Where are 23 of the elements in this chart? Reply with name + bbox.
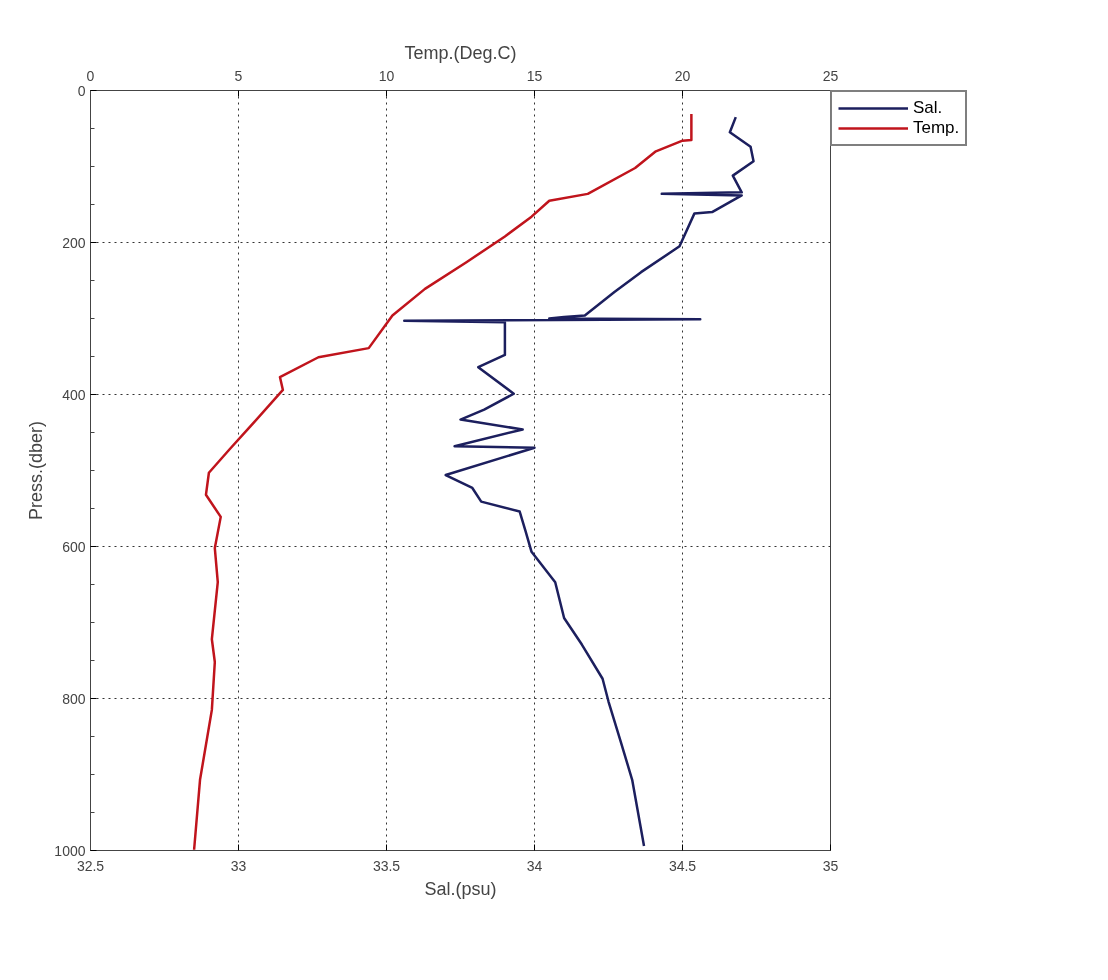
x-tick-label: 34 xyxy=(526,857,543,874)
y-axis-title: Press.(dber) xyxy=(26,420,47,521)
x-tick-label: 32.5 xyxy=(76,857,105,874)
y-tick-label: 800 xyxy=(62,690,86,707)
x-axis-title: Sal.(psu) xyxy=(424,878,497,899)
y-tick-label: 1000 xyxy=(54,842,86,859)
x2-tick-label: 5 xyxy=(234,67,243,84)
y-tick-label: 0 xyxy=(77,82,86,99)
x-tick-label: 33 xyxy=(230,857,247,874)
line-series xyxy=(403,115,755,848)
x2-tick-label: 15 xyxy=(526,67,543,84)
x-tick-label: 34.5 xyxy=(668,857,697,874)
x-tick-label: 33.5 xyxy=(372,857,401,874)
x2-tick-label: 10 xyxy=(378,67,395,84)
y-tick-label: 400 xyxy=(62,386,86,403)
y-tick-label: 600 xyxy=(62,538,86,555)
x-tick-label: 35 xyxy=(822,857,839,874)
x2-tick-label: 20 xyxy=(674,67,691,84)
legend-label: Sal. xyxy=(913,98,943,118)
legend-label: Temp. xyxy=(913,118,960,138)
x2-axis-title: Temp.(Deg.C) xyxy=(404,42,517,63)
y-tick-label: 200 xyxy=(62,234,86,251)
x2-tick-label: 25 xyxy=(822,67,839,84)
